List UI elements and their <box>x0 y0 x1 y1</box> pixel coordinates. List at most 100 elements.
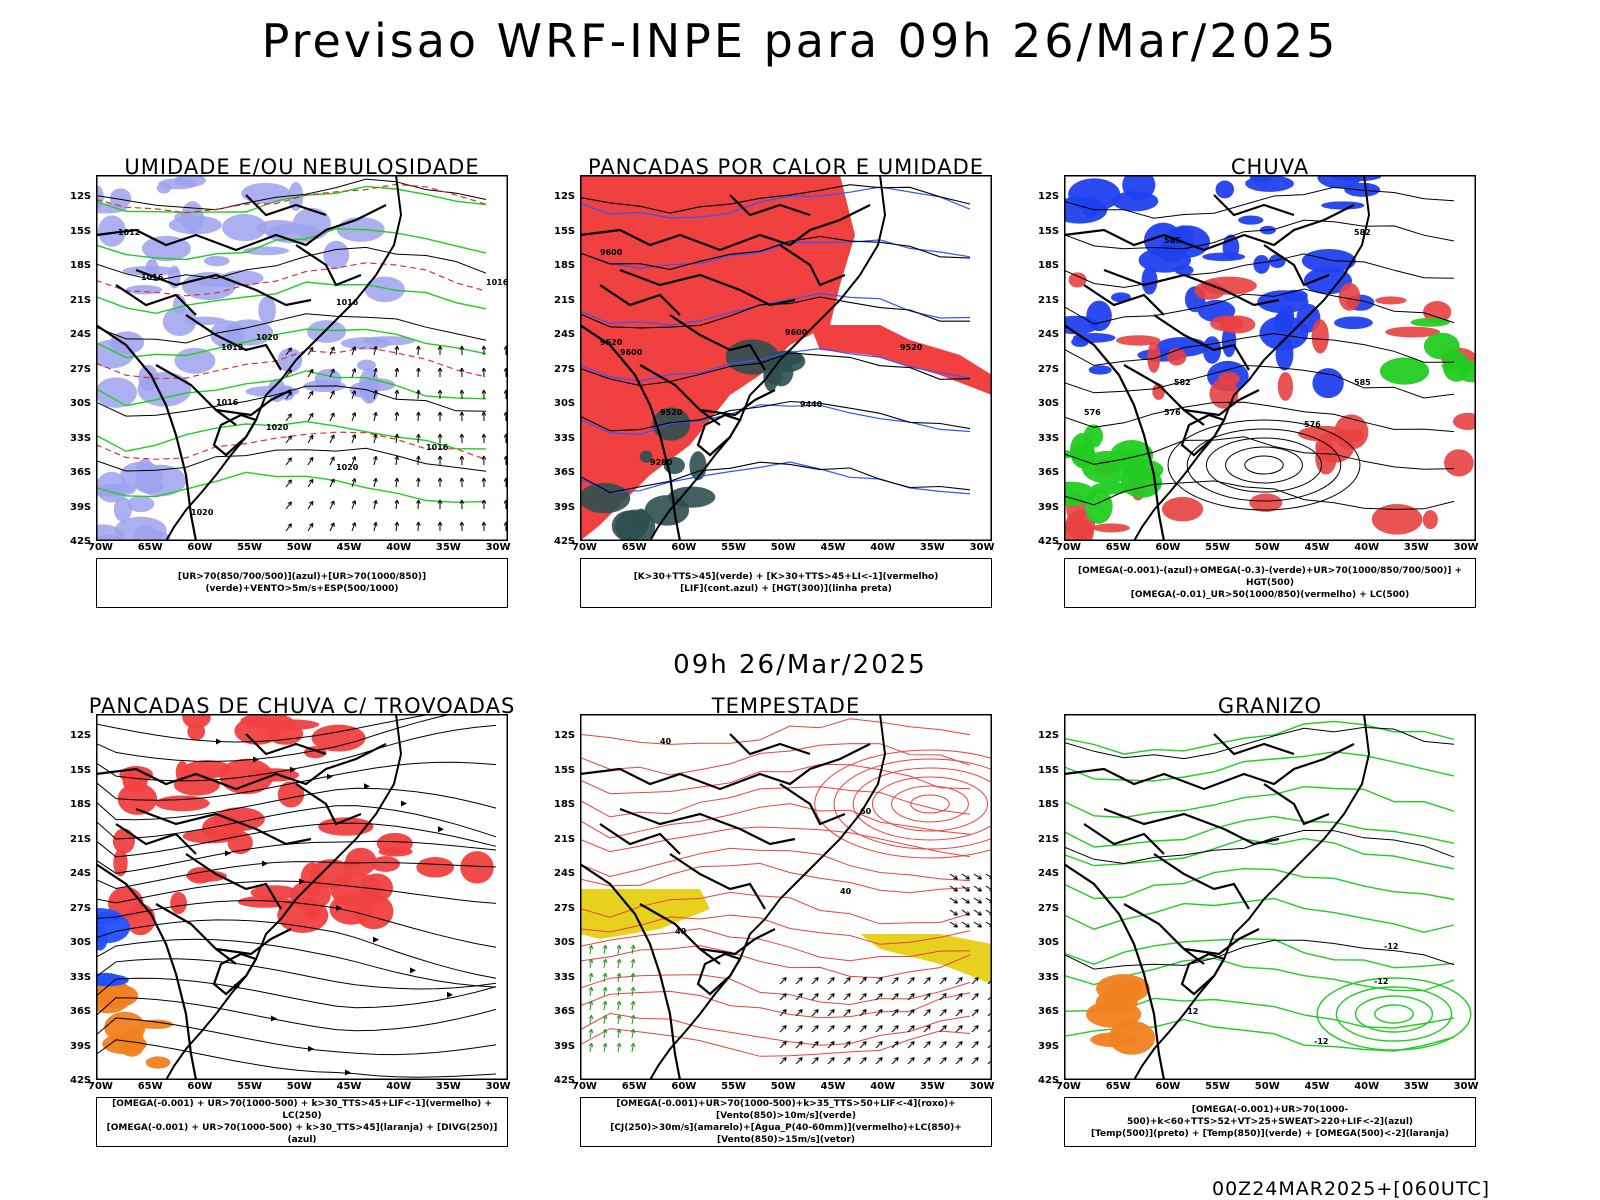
field-patch <box>1371 503 1423 535</box>
contour-value-label: 585 <box>1164 236 1181 245</box>
wind-vector-head <box>503 411 507 416</box>
wind-vector-head <box>862 1041 867 1044</box>
wind-vector-head <box>633 958 636 964</box>
wind-vector-head <box>351 412 356 416</box>
wind-vector <box>589 1043 593 1053</box>
latitude-label: 42S <box>70 536 92 547</box>
wind-vector <box>923 1041 931 1049</box>
wind-vector-head <box>960 1057 963 1062</box>
wind-vector-head <box>633 1014 636 1020</box>
wind-vector-head <box>418 411 421 416</box>
wind-vector-head <box>483 389 487 394</box>
wind-vector-head <box>394 521 398 526</box>
map-border <box>96 175 508 541</box>
latitude-label: 36S <box>554 1006 576 1017</box>
wind-vector-head <box>437 433 441 438</box>
wind-vector <box>373 346 377 356</box>
wind-vector-head <box>846 993 851 996</box>
wind-vector-head <box>619 958 622 964</box>
wind-vector-head <box>375 434 378 439</box>
wind-vector-head <box>878 1009 883 1012</box>
wind-vector <box>939 1057 947 1065</box>
field-patch <box>145 1056 171 1069</box>
wind-vector-head <box>800 1041 803 1046</box>
wind-vector-head <box>416 455 419 460</box>
wind-vector-head <box>830 1025 835 1028</box>
contour-line <box>1064 332 1455 366</box>
wind-vector <box>417 389 420 400</box>
wind-vector-head <box>974 1041 979 1044</box>
latitude-label: 33S <box>554 432 576 444</box>
contour-value-label: 9520 <box>600 338 623 347</box>
wind-vector <box>285 369 292 378</box>
wind-vector-head <box>481 499 485 504</box>
field-patch <box>182 828 238 844</box>
wind-vector-head <box>483 411 487 416</box>
longitude-label: 50W <box>1254 1081 1280 1092</box>
wind-vector-head <box>290 369 292 374</box>
political-border <box>729 194 811 217</box>
wind-vector-head <box>926 1025 931 1028</box>
wind-vector-head <box>354 456 357 461</box>
wind-vector <box>329 500 335 510</box>
wind-vector-head <box>894 1025 899 1028</box>
wind-vector <box>971 1041 979 1049</box>
wind-vector-head <box>394 367 398 372</box>
political-border <box>639 364 721 426</box>
wind-vector-head <box>955 899 958 904</box>
wind-vector-head <box>830 1009 835 1012</box>
wind-vector <box>961 897 970 904</box>
wind-vector <box>971 977 979 985</box>
wind-vector-head <box>330 390 335 394</box>
streamline <box>96 840 497 874</box>
wind-vector-head <box>958 977 963 980</box>
political-border <box>1064 204 1355 252</box>
wind-vector-head <box>814 1057 819 1060</box>
latitude-label: 39S <box>1038 501 1060 513</box>
field-patch <box>639 450 653 463</box>
wind-vector-head <box>633 1042 636 1048</box>
wind-vector-head <box>459 477 463 482</box>
contour-value-label: 1012 <box>118 228 140 237</box>
wind-vector-head <box>630 1000 634 1005</box>
wind-vector-head <box>290 523 292 528</box>
longitude-label: 40W <box>870 542 896 553</box>
wind-vector-head <box>354 390 357 395</box>
wind-vector-head <box>784 993 787 998</box>
wind-vector-head <box>330 412 335 416</box>
streamline-arrow <box>253 756 259 763</box>
contour-ring <box>1205 437 1323 493</box>
contour-value-label: 9520 <box>900 343 923 352</box>
wind-vector-head <box>375 500 378 505</box>
wind-vector-head <box>976 1057 979 1062</box>
wind-vector-head <box>896 977 899 982</box>
longitude-label: 35W <box>1403 542 1429 553</box>
streamline-arrow <box>216 738 222 745</box>
wind-vector-head <box>926 993 931 996</box>
wind-vector-head <box>588 1042 592 1047</box>
wind-vector-head <box>928 977 931 982</box>
field-patch <box>580 482 631 514</box>
wind-vector-head <box>814 977 819 980</box>
wind-vector <box>949 909 958 916</box>
contour-value-label: 9520 <box>660 408 683 417</box>
streamline <box>96 1039 497 1078</box>
wind-vector-head <box>630 972 634 977</box>
wind-vector-head <box>591 1028 594 1034</box>
streamline <box>96 997 497 1032</box>
wind-vector-head <box>894 993 899 996</box>
wind-vector <box>329 456 335 466</box>
wind-vector-head <box>396 521 400 527</box>
streamline-arrow <box>271 1015 277 1022</box>
contour-line <box>580 803 971 839</box>
wind-vector-head <box>800 1057 803 1062</box>
wind-vector-head <box>862 1009 867 1012</box>
wind-vector-head <box>591 1014 594 1020</box>
wind-vector <box>373 478 377 488</box>
contour-line <box>1064 726 1455 760</box>
field-patch <box>104 1011 146 1043</box>
wind-vector-head <box>351 390 356 394</box>
wind-vector <box>617 973 621 983</box>
wind-vector <box>395 390 398 400</box>
field-patch <box>370 856 400 872</box>
